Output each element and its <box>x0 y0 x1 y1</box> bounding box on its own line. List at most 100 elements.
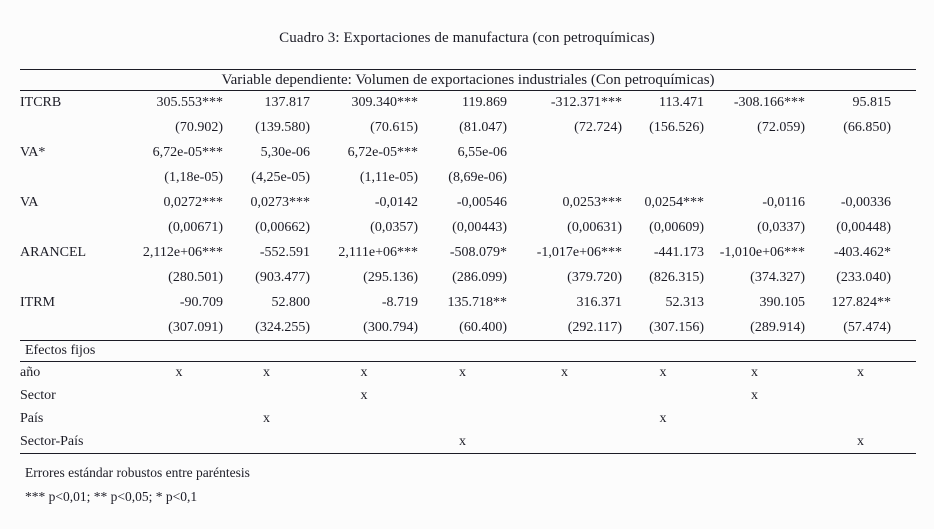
fixed-effect-mark <box>622 385 704 408</box>
se-cell: (66.850) <box>843 120 892 135</box>
se-cell: (1,18e-05) <box>164 170 223 185</box>
fixed-effect-mark: x <box>751 365 758 381</box>
coef-cell: -308.166*** <box>733 95 805 111</box>
fixed-effect-mark: x <box>175 365 183 381</box>
coef-cell: 119.869 <box>462 95 507 111</box>
coef-row: ITRM -90.709 52.800 -8.719 135.718** 316.371 5… <box>20 291 916 316</box>
fixed-effects-header-row: Efectos fijos <box>20 340 917 362</box>
coef-cell: 390.105 <box>759 295 806 310</box>
coef-cell: -0,0142 <box>374 195 418 210</box>
coef-row: ITCRB 305.553*** 137.817 309.340*** 119.869 -… <box>20 91 916 116</box>
coef-cell: -552.591 <box>259 245 310 260</box>
se-cell: (0,00671) <box>168 220 223 235</box>
coef-cell: 6,72e-05*** <box>152 145 223 160</box>
coef-cell: 0,0273*** <box>250 195 311 210</box>
se-cell: (295.136) <box>363 270 418 285</box>
coef-cell: -90.709 <box>179 295 223 310</box>
fixed-effect-mark <box>135 408 223 431</box>
se-row: (280.501) (903.477) (295.136) (286.099) (379… <box>20 266 916 291</box>
fixed-effect-mark: x <box>263 411 270 426</box>
coef-rows: ITCRB 305.553*** 137.817 309.340*** 119.869 -… <box>20 91 916 341</box>
se-row: (0,00671) (0,00662) (0,0357) (0,00443) (0,00… <box>20 216 916 241</box>
empty-label-cell <box>20 116 135 141</box>
se-cell: (826.315) <box>649 270 704 285</box>
fixed-effect-mark: x <box>360 388 368 403</box>
fe-rows: año x x x x x x x x Sector x x País x x Sector-País x x <box>20 362 916 454</box>
se-cell: (57.474) <box>843 319 892 335</box>
fixed-effect-mark <box>507 385 622 408</box>
variable-label: VA* <box>20 145 46 160</box>
robust-se-note: Errores estándar robustos entre paréntes… <box>25 465 250 480</box>
coef-cell: 309.340*** <box>351 95 419 111</box>
coef-cell <box>622 141 704 166</box>
fixed-effect-mark: x <box>751 388 758 403</box>
coef-cell <box>507 141 622 166</box>
se-cell: (300.794) <box>363 319 418 335</box>
variable-label: ITRM <box>20 295 55 310</box>
se-cell: (139.580) <box>255 120 310 135</box>
coef-cell: 0,0272*** <box>163 195 224 210</box>
fixed-effect-mark: x <box>360 365 368 381</box>
se-cell: (0,00662) <box>255 220 310 235</box>
se-cell: (72.724) <box>574 120 622 135</box>
table-notes: Errores estándar robustos entre paréntes… <box>25 461 934 509</box>
fixed-effect-mark: x <box>459 365 466 381</box>
se-cell: (8,69e-06) <box>448 170 507 185</box>
fixed-effect-row: Sector x x <box>20 385 916 408</box>
fixed-effect-mark <box>135 385 223 408</box>
se-cell: (903.477) <box>255 270 310 285</box>
coef-cell: -0,00336 <box>840 195 892 210</box>
fixed-effect-label: País <box>20 411 44 426</box>
fixed-effect-mark <box>418 408 507 431</box>
empty-label-cell <box>20 166 135 191</box>
fixed-effect-mark: x <box>659 411 667 426</box>
se-cell: (0,00443) <box>452 220 507 235</box>
coef-cell: 305.553*** <box>156 95 224 111</box>
coef-row: VA* 6,72e-05*** 5,30e-06 6,72e-05*** 6,55e-0… <box>20 141 916 166</box>
coef-cell: -508.079* <box>449 245 507 260</box>
fixed-effect-row: Sector-País x x <box>20 431 916 454</box>
se-cell: (289.914) <box>750 319 805 335</box>
se-cell <box>507 166 622 191</box>
coef-row: VA 0,0272*** 0,0273*** -0,0142 -0,00546 0,025… <box>20 191 916 216</box>
coef-cell: -1,010e+06*** <box>719 245 805 260</box>
se-cell: (0,00631) <box>567 220 622 235</box>
coef-cell: 2,111e+06*** <box>338 245 418 260</box>
fixed-effect-mark <box>223 385 310 408</box>
se-cell: (1,11e-05) <box>359 170 418 185</box>
coef-cell: 0,0254*** <box>644 195 705 210</box>
coef-cell: 137.817 <box>264 95 311 111</box>
fixed-effect-mark <box>622 431 704 454</box>
coef-cell: 5,30e-06 <box>260 145 310 160</box>
se-cell: (4,25e-05) <box>251 170 310 185</box>
fixed-effect-label: Sector-País <box>20 433 84 449</box>
coef-cell: 316.371 <box>576 295 623 310</box>
fixed-effect-row: País x x <box>20 408 916 431</box>
coef-cell: 113.471 <box>659 95 704 111</box>
dependent-variable-header: Variable dependiente: Volumen de exporta… <box>20 69 917 91</box>
se-cell <box>805 166 916 191</box>
se-cell: (292.117) <box>567 319 622 335</box>
coef-cell: 135.718** <box>447 295 508 310</box>
se-row: (307.091) (324.255) (300.794) (60.400) (292.… <box>20 316 916 341</box>
dependent-variable-row: Variable dependiente: Volumen de exporta… <box>20 69 917 91</box>
se-cell <box>704 166 805 191</box>
se-cell: (60.400) <box>459 319 507 335</box>
fixed-effect-label: Sector <box>20 388 56 403</box>
fixed-effect-mark: x <box>459 433 466 449</box>
se-cell: (70.615) <box>370 120 418 135</box>
se-cell: (0,00448) <box>836 220 892 235</box>
se-row: (70.902) (139.580) (70.615) (81.047) (72.724… <box>20 116 916 141</box>
se-cell: (81.047) <box>459 120 507 135</box>
se-cell: (286.099) <box>452 270 507 285</box>
se-cell: (307.091) <box>168 319 223 335</box>
fixed-effect-mark <box>418 385 507 408</box>
se-cell: (0,00609) <box>649 220 704 235</box>
fixed-effect-mark: x <box>561 365 568 381</box>
fixed-effect-mark: x <box>263 365 270 381</box>
fixed-effect-mark <box>805 385 916 408</box>
se-cell: (324.255) <box>255 319 310 335</box>
coef-cell: 127.824** <box>831 295 892 310</box>
se-cell: (72.059) <box>757 120 805 135</box>
coef-cell: -441.173 <box>653 245 704 260</box>
